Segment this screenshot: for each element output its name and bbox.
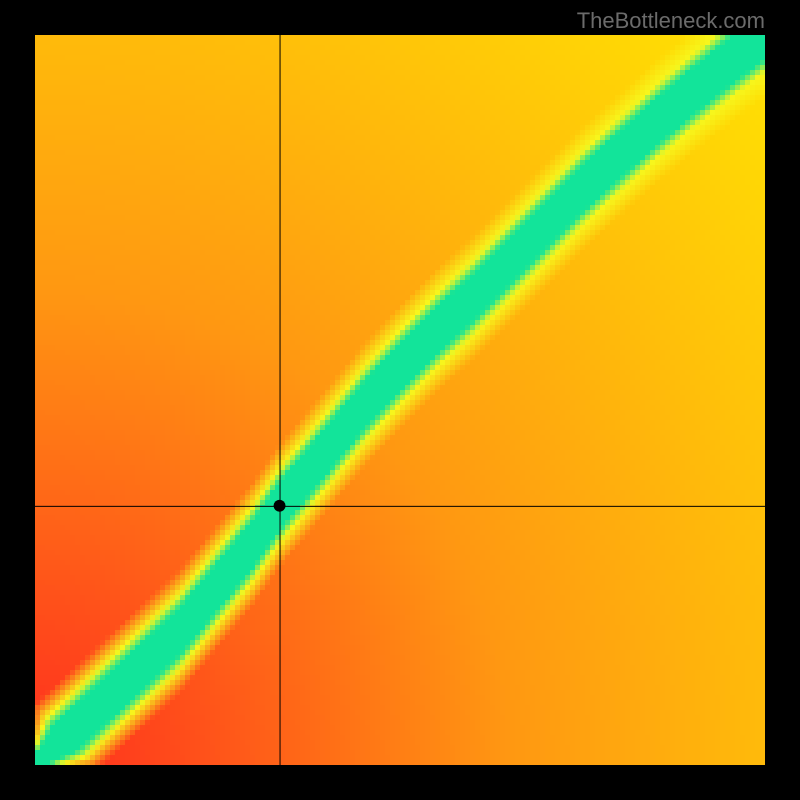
heatmap-canvas <box>35 35 765 765</box>
plot-area <box>35 35 765 765</box>
watermark-text: TheBottleneck.com <box>577 8 765 34</box>
